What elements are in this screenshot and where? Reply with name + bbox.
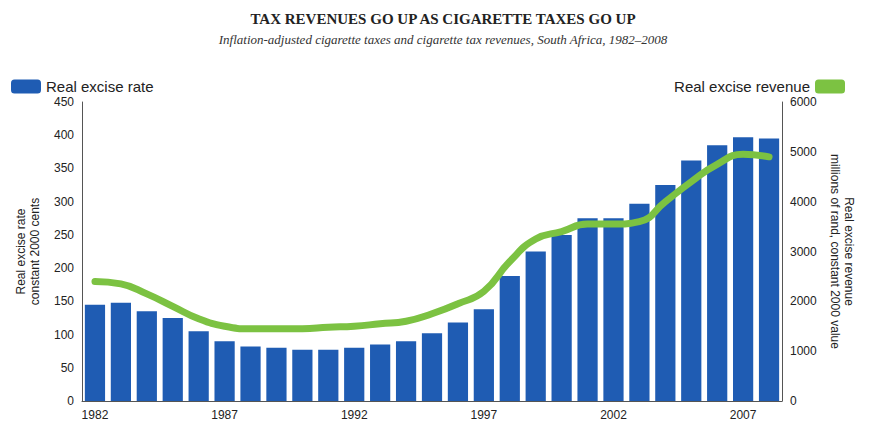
svg-text:Inflation-adjusted cigarette t: Inflation-adjusted cigarette taxes and c…: [218, 32, 668, 47]
svg-text:Real excise revenue: Real excise revenue: [674, 78, 810, 95]
svg-text:TAX REVENUES GO UP AS CIGARETT: TAX REVENUES GO UP AS CIGARETTE TAXES GO…: [250, 11, 635, 27]
svg-text:300: 300: [54, 195, 74, 209]
svg-text:450: 450: [54, 95, 74, 109]
svg-text:1992: 1992: [341, 408, 368, 422]
svg-text:0: 0: [790, 394, 797, 408]
svg-text:2000: 2000: [790, 294, 817, 308]
svg-text:350: 350: [54, 161, 74, 175]
svg-text:5000: 5000: [790, 145, 817, 159]
svg-text:1982: 1982: [82, 408, 109, 422]
svg-text:Real excise revenue: Real excise revenue: [842, 197, 856, 306]
svg-text:2007: 2007: [730, 408, 757, 422]
svg-text:150: 150: [54, 294, 74, 308]
svg-text:Real excise rate: Real excise rate: [14, 208, 28, 294]
svg-text:3000: 3000: [790, 245, 817, 259]
svg-text:400: 400: [54, 128, 74, 142]
svg-text:Real excise rate: Real excise rate: [46, 78, 154, 95]
svg-text:2002: 2002: [600, 408, 627, 422]
svg-text:100: 100: [54, 328, 74, 342]
svg-text:50: 50: [61, 361, 75, 375]
svg-text:250: 250: [54, 228, 74, 242]
svg-text:millions of rand, constant 200: millions of rand, constant 2000 value: [828, 154, 842, 349]
svg-text:1987: 1987: [211, 408, 238, 422]
svg-text:200: 200: [54, 261, 74, 275]
svg-text:0: 0: [67, 394, 74, 408]
svg-text:1997: 1997: [471, 408, 498, 422]
svg-text:6000: 6000: [790, 95, 817, 109]
svg-text:4000: 4000: [790, 195, 817, 209]
svg-text:constant 2000 cents: constant 2000 cents: [28, 198, 42, 305]
svg-text:1000: 1000: [790, 344, 817, 358]
